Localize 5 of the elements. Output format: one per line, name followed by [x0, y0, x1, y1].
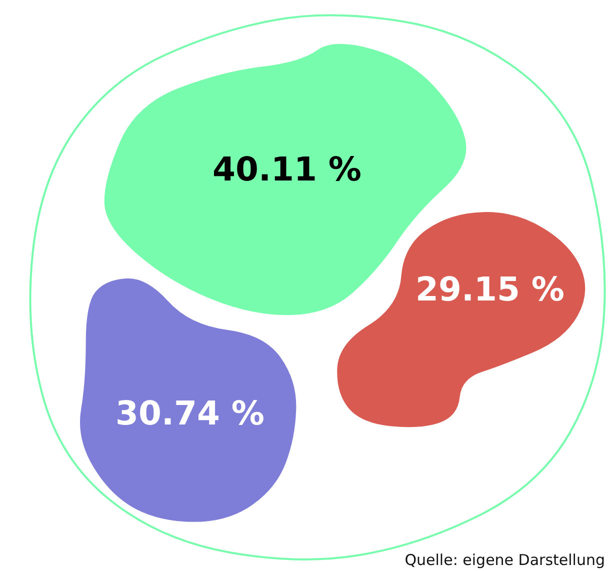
source-note: Quelle: eigene Darstellung [404, 551, 605, 569]
blob-shapes: 40.11 % 29.15 % 30.74 % [80, 44, 586, 522]
data-label: 30.74 % [116, 394, 264, 433]
data-label: 40.11 % [212, 150, 362, 189]
data-label: 29.15 % [416, 270, 564, 309]
